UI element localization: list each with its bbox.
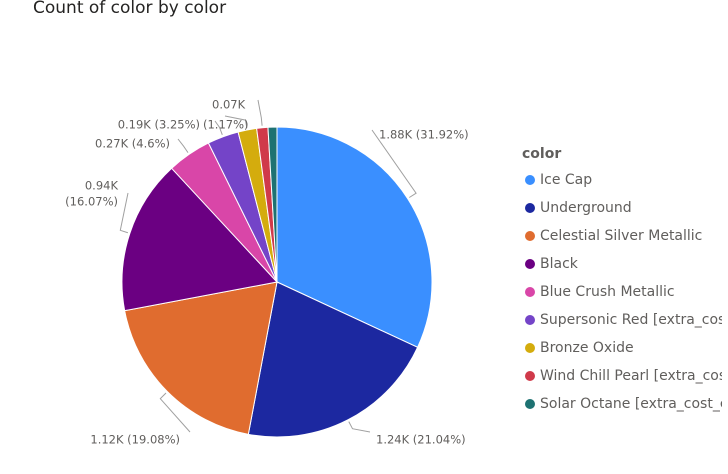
chart-title: Count of color by color [33, 0, 227, 18]
legend-item[interactable]: Black [522, 250, 722, 278]
legend-items: Ice Cap Underground Celestial Silver Metal… [522, 166, 722, 418]
leader-line [348, 421, 371, 433]
pie-slice[interactable] [247, 281, 419, 438]
pie-slice[interactable] [124, 281, 278, 435]
leader-line [257, 99, 263, 126]
pie-slice[interactable] [121, 167, 278, 312]
pie-slice[interactable] [276, 126, 433, 348]
legend-item[interactable]: Wind Chill Pearl [extra_cos... [522, 362, 722, 390]
legend-label: Ice Cap [540, 172, 593, 188]
legend-swatch-icon [525, 371, 535, 381]
data-label: 0.07K [212, 98, 246, 112]
legend-label: Celestial Silver Metallic [540, 228, 703, 244]
legend-swatch-icon [525, 203, 535, 213]
legend-swatch-icon [525, 259, 535, 269]
legend-swatch-icon [525, 315, 535, 325]
legend-item[interactable]: Ice Cap [522, 166, 722, 194]
data-label: (1.17%) [203, 118, 249, 132]
leader-line [159, 392, 191, 433]
data-labels: 1.88K (31.92%) 1.24K (21.04%) 1.12K (19.08… [65, 98, 468, 447]
legend-label: Blue Crush Metallic [540, 284, 675, 300]
legend-label: Bronze Oxide [540, 340, 634, 356]
pie-slices [121, 126, 433, 438]
legend-item[interactable]: Bronze Oxide [522, 334, 722, 362]
data-label: 0.94K [85, 179, 119, 193]
legend-item[interactable]: Blue Crush Metallic [522, 278, 722, 306]
legend: color Ice Cap Underground Celestial Silver… [522, 146, 722, 418]
legend-label: Black [540, 256, 578, 272]
leader-lines [119, 99, 417, 433]
legend-item[interactable]: Celestial Silver Metallic [522, 222, 722, 250]
data-label: 0.27K (4.6%) [95, 137, 170, 151]
legend-label: Underground [540, 200, 632, 216]
legend-label: Wind Chill Pearl [extra_cos... [540, 368, 722, 384]
legend-swatch-icon [525, 399, 535, 409]
leader-line [224, 115, 248, 128]
leader-line [177, 138, 189, 153]
legend-swatch-icon [525, 343, 535, 353]
legend-swatch-icon [525, 175, 535, 185]
legend-label: Solar Octane [extra_cost_c... [540, 396, 722, 412]
legend-item[interactable]: Underground [522, 194, 722, 222]
data-label: 1.88K (31.92%) [379, 128, 469, 142]
data-label: 1.24K (21.04%) [376, 433, 466, 447]
data-label: 1.12K (19.08%) [90, 433, 180, 447]
leader-line [119, 192, 129, 234]
legend-item[interactable]: Supersonic Red [extra_cost... [522, 306, 722, 334]
legend-title: color [522, 146, 562, 162]
legend-item[interactable]: Solar Octane [extra_cost_c... [522, 390, 722, 418]
legend-swatch-icon [525, 231, 535, 241]
data-label: 0.19K (3.25%) [118, 118, 200, 132]
leader-line [214, 120, 223, 135]
pie-slice[interactable] [267, 126, 278, 283]
legend-swatch-icon [525, 287, 535, 297]
data-label: (16.07%) [65, 195, 118, 209]
legend-label: Supersonic Red [extra_cost... [540, 312, 722, 328]
leader-line [371, 129, 417, 198]
